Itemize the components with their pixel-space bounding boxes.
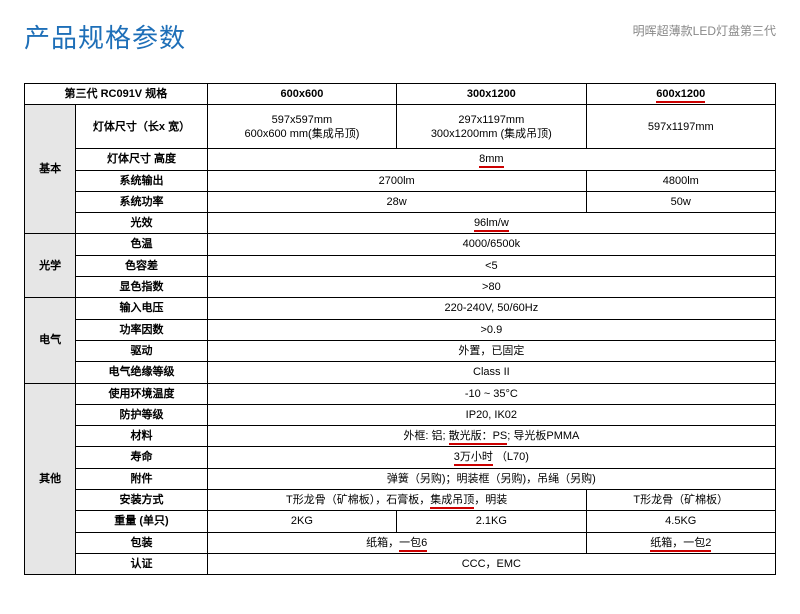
val-sys-power-c4: 50w: [586, 191, 775, 212]
table-row: 其他 使用环境温度 -10 ~ 35°C: [25, 383, 776, 404]
val-accessory: 弹簧（另购)；明装框（另购)，吊绳（另购): [207, 468, 775, 489]
val-sys-output-c4: 4800lm: [586, 170, 775, 191]
label-ins-class: 电气绝缘等级: [76, 362, 207, 383]
table-row: 重量 (单只) 2KG 2.1KG 4.5KG: [25, 511, 776, 532]
table-header-row: 第三代 RC091V 规格 600x600 300x1200 600x1200: [25, 84, 776, 105]
label-body-size: 灯体尺寸（长x 宽）: [76, 105, 207, 149]
col-600x600: 600x600: [207, 84, 396, 105]
label-packaging: 包装: [76, 532, 207, 553]
val-body-size-c3: 297x1197mm 300x1200mm (集成吊顶): [397, 105, 586, 149]
label-lifetime: 寿命: [76, 447, 207, 468]
table-row: 电气 输入电压 220-240V, 50/60Hz: [25, 298, 776, 319]
table-row: 包装 纸箱，一包6 纸箱，一包2: [25, 532, 776, 553]
val-cert: CCC，EMC: [207, 553, 775, 574]
val-weight-c3: 2.1KG: [397, 511, 586, 532]
page-title: 产品规格参数: [24, 18, 186, 55]
val-body-height: 8mm: [207, 149, 775, 170]
val-body-size-c2: 597x597mm 600x600 mm(集成吊顶): [207, 105, 396, 149]
page: 产品规格参数 明晖超薄款LED灯盘第三代 第三代 RC091V 规格 600x6…: [0, 0, 800, 599]
col-600x1200: 600x1200: [586, 84, 775, 105]
label-weight: 重量 (单只): [76, 511, 207, 532]
label-cert: 认证: [76, 553, 207, 574]
label-material: 材料: [76, 426, 207, 447]
label-ip: 防护等级: [76, 404, 207, 425]
val-cri: >80: [207, 277, 775, 298]
label-driver: 驱动: [76, 340, 207, 361]
table-row: 显色指数 >80: [25, 277, 776, 298]
table-row: 附件 弹簧（另购)；明装框（另购)，吊绳（另购): [25, 468, 776, 489]
table-row: 安装方式 T形龙骨（矿棉板），石膏板，集成吊顶，明装 T形龙骨（矿棉板）: [25, 490, 776, 511]
spec-table: 第三代 RC091V 规格 600x600 300x1200 600x1200 …: [24, 83, 776, 575]
val-install-c23: T形龙骨（矿棉板），石膏板，集成吊顶，明装: [207, 490, 586, 511]
val-weight-c4: 4.5KG: [586, 511, 775, 532]
val-sys-power-c23: 28w: [207, 191, 586, 212]
table-row: 系统输出 2700lm 4800lm: [25, 170, 776, 191]
val-ins-class: Class II: [207, 362, 775, 383]
val-lifetime: 3万小时 （L70): [207, 447, 775, 468]
col-300x1200: 300x1200: [397, 84, 586, 105]
header: 产品规格参数 明晖超薄款LED灯盘第三代: [24, 18, 776, 55]
label-cri: 显色指数: [76, 277, 207, 298]
val-efficacy: 96lm/w: [207, 213, 775, 234]
table-row: 基本 灯体尺寸（长x 宽） 597x597mm 600x600 mm(集成吊顶)…: [25, 105, 776, 149]
label-sys-power: 系统功率: [76, 191, 207, 212]
label-vin: 输入电压: [76, 298, 207, 319]
table-row: 光学 色温 4000/6500k: [25, 234, 776, 255]
page-subtitle: 明晖超薄款LED灯盘第三代: [633, 22, 776, 39]
val-pf: >0.9: [207, 319, 775, 340]
val-sys-output-c23: 2700lm: [207, 170, 586, 191]
label-cct: 色温: [76, 234, 207, 255]
label-ambient: 使用环境温度: [76, 383, 207, 404]
table-row: 光效 96lm/w: [25, 213, 776, 234]
group-optical: 光学: [25, 234, 76, 298]
table-row: 电气绝缘等级 Class II: [25, 362, 776, 383]
val-body-size-c4: 597x1197mm: [586, 105, 775, 149]
val-sdcm: <5: [207, 255, 775, 276]
group-basic: 基本: [25, 105, 76, 234]
val-install-c4: T形龙骨（矿棉板）: [586, 490, 775, 511]
val-packaging-c4: 纸箱，一包2: [586, 532, 775, 553]
label-install: 安装方式: [76, 490, 207, 511]
group-other: 其他: [25, 383, 76, 575]
val-vin: 220-240V, 50/60Hz: [207, 298, 775, 319]
val-ip: IP20, IK02: [207, 404, 775, 425]
group-electrical: 电气: [25, 298, 76, 383]
val-cct: 4000/6500k: [207, 234, 775, 255]
label-accessory: 附件: [76, 468, 207, 489]
label-sys-output: 系统输出: [76, 170, 207, 191]
table-row: 驱动 外置，已固定: [25, 340, 776, 361]
table-row: 系统功率 28w 50w: [25, 191, 776, 212]
val-material: 外框: 铝; 散光版：PS; 导光板PMMA: [207, 426, 775, 447]
col-main: 第三代 RC091V 规格: [25, 84, 208, 105]
table-row: 认证 CCC，EMC: [25, 553, 776, 574]
label-pf: 功率因数: [76, 319, 207, 340]
val-ambient: -10 ~ 35°C: [207, 383, 775, 404]
val-weight-c2: 2KG: [207, 511, 396, 532]
table-row: 功率因数 >0.9: [25, 319, 776, 340]
table-row: 寿命 3万小时 （L70): [25, 447, 776, 468]
val-packaging-c23: 纸箱，一包6: [207, 532, 586, 553]
table-row: 灯体尺寸 高度 8mm: [25, 149, 776, 170]
table-row: 防护等级 IP20, IK02: [25, 404, 776, 425]
label-efficacy: 光效: [76, 213, 207, 234]
label-body-height: 灯体尺寸 高度: [76, 149, 207, 170]
table-row: 色容差 <5: [25, 255, 776, 276]
table-row: 材料 外框: 铝; 散光版：PS; 导光板PMMA: [25, 426, 776, 447]
val-driver: 外置，已固定: [207, 340, 775, 361]
label-sdcm: 色容差: [76, 255, 207, 276]
